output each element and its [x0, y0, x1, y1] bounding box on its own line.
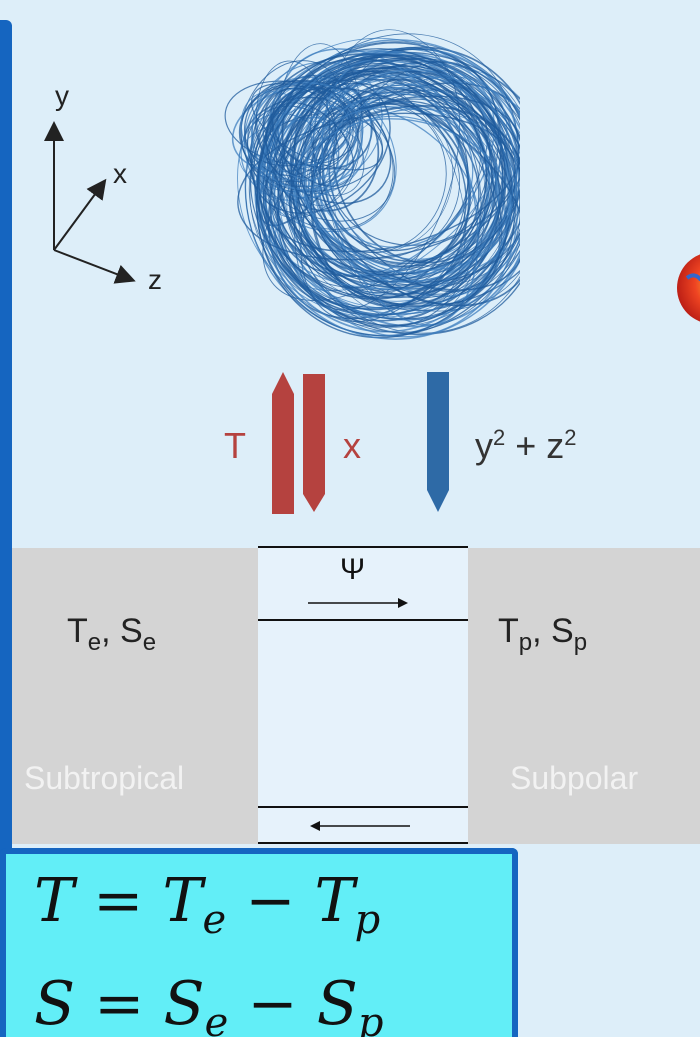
left-accent-bar — [0, 20, 12, 1037]
channel-lower-line — [258, 806, 468, 808]
channel-top-line — [258, 546, 468, 548]
legend-red-arrows — [272, 372, 325, 514]
subtropical-title: Te, Se — [67, 612, 157, 656]
y-axis-label: y — [55, 80, 69, 111]
attractor-loop — [262, 95, 520, 253]
subtropical-label: Subtropical — [24, 760, 185, 796]
red-up-arrow — [272, 372, 294, 514]
attractor-loop — [293, 82, 467, 265]
attractor-loop — [304, 69, 518, 282]
axes-diagram — [44, 121, 136, 284]
attractor-loop — [313, 92, 474, 248]
formula-salinity: S = Se − Sp — [34, 969, 384, 1037]
channel-bottom-line — [258, 842, 468, 844]
attractor-loop — [244, 96, 352, 167]
attractor-loop — [256, 54, 506, 311]
attractor-loop — [310, 88, 469, 294]
attractor-loop — [328, 83, 498, 260]
subtropical-box: Te, Se Subtropical — [12, 548, 258, 844]
legend-blue-arrow — [427, 372, 449, 512]
attractor-loop — [265, 87, 520, 291]
formula-box: T = Te − Tp S = Se − Sp — [0, 848, 518, 1037]
channel-upper-line — [258, 619, 468, 621]
attractor-loop — [254, 75, 520, 290]
legend-yz-label: y2 + z2 — [475, 425, 577, 466]
attractor-loop — [256, 60, 330, 183]
flow-channel — [258, 548, 468, 844]
attractor-loop — [302, 118, 512, 272]
psi-label: Ψ — [340, 553, 366, 586]
x-axis — [53, 178, 107, 251]
x-axis-label: x — [113, 158, 127, 189]
attractor-loop — [290, 67, 501, 306]
attractor-loop — [278, 72, 488, 283]
globe-icon — [677, 254, 700, 322]
red-down-arrow — [303, 374, 325, 512]
subpolar-title: Tp, Sp — [498, 612, 588, 656]
z-axis-label: z — [148, 264, 162, 295]
attractor-loop — [257, 51, 520, 340]
attractor-plot — [224, 29, 520, 340]
attractor-loop — [311, 108, 514, 273]
attractor-loop — [237, 112, 516, 261]
z-axis — [53, 249, 136, 284]
legend-t-label: T — [224, 425, 246, 466]
subpolar-label: Subpolar — [510, 760, 639, 796]
subpolar-box: Tp, Sp Subpolar — [468, 548, 700, 844]
upper-flow-arrow — [308, 598, 408, 608]
legend-x-label: x — [343, 425, 361, 466]
attractor-loop — [253, 48, 504, 299]
lower-flow-arrow — [310, 821, 410, 831]
formula-temperature: T = Te − Tp — [34, 866, 381, 943]
